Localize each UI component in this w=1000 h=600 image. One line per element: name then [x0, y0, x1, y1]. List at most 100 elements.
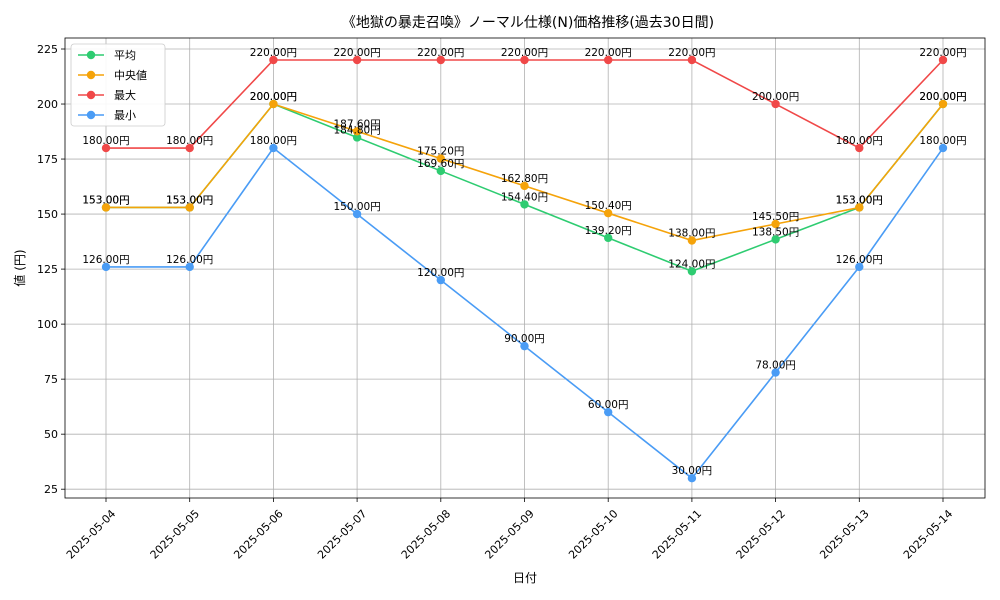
data-label: 200.00円 [919, 91, 966, 103]
data-point [771, 235, 780, 244]
data-point [855, 203, 864, 212]
data-point [771, 99, 780, 109]
x-tick-label: 2025-05-10 [566, 507, 620, 561]
y-tick-label: 200 [37, 98, 58, 111]
data-label: 180.00円 [166, 135, 213, 147]
data-point [352, 55, 362, 65]
data-label: 126.00円 [836, 254, 883, 266]
x-tick-label: 2025-05-12 [734, 507, 788, 561]
legend-label: 最大 [114, 88, 136, 102]
legend-box [70, 43, 166, 127]
y-tick-label: 75 [44, 373, 58, 386]
data-point [436, 166, 445, 176]
data-label: 184.80円 [333, 124, 380, 136]
data-point [855, 143, 864, 153]
data-label: 153.00円 [166, 194, 213, 206]
data-point [520, 181, 529, 191]
data-point [938, 143, 948, 153]
data-label: 200.00円 [919, 91, 966, 103]
data-labels: 153.00円 153.00円 200.00円 184.80円 169.60円 154.4… [82, 47, 966, 477]
data-label: 90.00円 [504, 333, 545, 345]
x-tick-label: 2025-05-09 [482, 507, 536, 561]
x-axis-label: 日付 [513, 571, 537, 585]
x-tick-labels: 2025-05-04 2025-05-05 2025-05-06 2025-05-07… [64, 498, 955, 562]
data-label: 220.00円 [919, 47, 966, 59]
data-point [185, 143, 194, 153]
legend-label: 平均 [114, 49, 136, 62]
data-label: 139.20円 [585, 225, 632, 237]
data-point [352, 209, 362, 219]
data-point [604, 407, 613, 417]
x-tick-label: 2025-05-04 [64, 507, 118, 561]
data-label: 126.00円 [82, 254, 129, 266]
x-tick-label: 2025-05-07 [315, 507, 369, 561]
data-label: 220.00円 [668, 47, 715, 59]
legend-swatch-marker [86, 110, 96, 120]
legend-swatch-marker [86, 50, 96, 60]
data-point [352, 127, 362, 136]
legend-label: 最小 [114, 109, 136, 122]
data-label: 180.00円 [250, 135, 297, 147]
data-label: 30.00円 [672, 465, 713, 477]
data-point [520, 341, 529, 351]
data-label: 187.60円 [333, 118, 380, 130]
data-point [436, 275, 445, 285]
data-point [687, 236, 697, 245]
y-tick-label: 25 [44, 483, 58, 496]
plot-frame [64, 37, 986, 499]
x-tick-label: 2025-05-13 [817, 507, 871, 561]
y-tick-label: 225 [37, 43, 58, 56]
data-point [771, 368, 780, 377]
data-label: 153.00円 [166, 194, 213, 206]
y-tick-label: 175 [37, 153, 58, 166]
data-point [520, 55, 529, 65]
x-tick-label: 2025-05-11 [650, 507, 704, 561]
data-point [269, 99, 278, 109]
data-label: 153.00円 [836, 194, 883, 206]
grid [65, 38, 985, 498]
data-label: 220.00円 [501, 47, 548, 59]
data-point [352, 133, 362, 142]
data-label: 138.00円 [668, 227, 715, 239]
data-label: 138.50円 [752, 226, 799, 238]
data-point [520, 200, 529, 209]
data-point [101, 143, 111, 153]
legend-swatch-marker [86, 90, 96, 100]
data-point [604, 208, 613, 218]
data-label: 154.40円 [501, 191, 548, 203]
data-point [938, 99, 948, 109]
data-point [269, 55, 278, 65]
data-point [604, 55, 613, 65]
y-tick-label: 125 [37, 263, 58, 276]
data-point [604, 233, 613, 243]
legend-label: 中央値 [114, 69, 147, 82]
data-label: 220.00円 [250, 47, 297, 59]
data-point [771, 219, 780, 229]
data-point [687, 473, 697, 483]
data-label: 150.00円 [333, 201, 380, 213]
data-label: 150.40円 [585, 200, 632, 212]
data-point [687, 55, 697, 65]
data-label: 175.20円 [417, 146, 464, 158]
data-label: 220.00円 [417, 47, 464, 59]
data-point [185, 262, 194, 272]
x-tick-label: 2025-05-08 [399, 507, 453, 561]
data-label: 162.80円 [501, 173, 548, 185]
chart-title: 《地獄の暴走召喚》ノーマル仕様(N)価格推移(過去30日間) [342, 15, 714, 31]
x-tick-label: 2025-05-14 [901, 507, 955, 561]
series-layer [101, 55, 948, 483]
data-label: 124.00円 [668, 258, 715, 270]
y-axis-label: 値 (円) [12, 249, 27, 286]
data-label: 153.00円 [836, 194, 883, 206]
data-label: 220.00円 [585, 47, 632, 59]
data-label: 153.00円 [82, 194, 129, 206]
data-label: 220.00円 [333, 47, 380, 59]
y-tick-labels: 25 50 75 100 125 150 175 200 225 [37, 43, 65, 496]
data-label: 180.00円 [82, 135, 129, 147]
x-tick-label: 2025-05-05 [148, 507, 202, 561]
data-label: 120.00円 [417, 267, 464, 279]
data-label: 200.00円 [250, 91, 297, 103]
data-label: 145.50円 [752, 211, 799, 223]
data-label: 78.00円 [755, 360, 796, 372]
